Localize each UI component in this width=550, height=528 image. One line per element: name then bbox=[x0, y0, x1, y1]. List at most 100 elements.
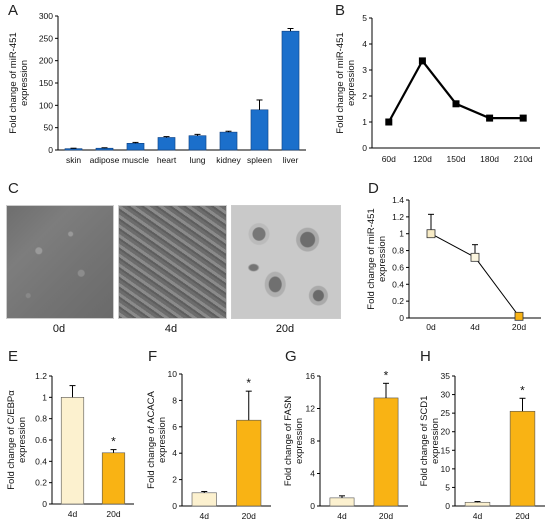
chart-f-y-tick-label: 0 bbox=[172, 501, 177, 511]
chart-e-y-tick-label: 0.6 bbox=[35, 435, 47, 445]
chart-f-bar-4d bbox=[191, 492, 217, 507]
chart-h-bar-20d bbox=[509, 410, 536, 507]
chart-a-x-tick-label: adipose bbox=[90, 155, 120, 165]
chart-e-significance-marker: * bbox=[111, 435, 116, 449]
chart-h-y-axis-label: Fold change of SCD1expression bbox=[419, 396, 441, 487]
chart-g-y-axis-label: Fold change of FASNexpression bbox=[283, 396, 305, 486]
chart-b-y-tick-label: 5 bbox=[362, 13, 367, 23]
chart-f-x-tick-label: 20d bbox=[242, 511, 256, 521]
chart-d-point-20d bbox=[514, 311, 524, 321]
chart-e-y-tick-label: 0.8 bbox=[35, 414, 47, 424]
panel-letter-b: B bbox=[335, 2, 346, 19]
panel-letter-a: A bbox=[8, 2, 19, 19]
chart-h-y-tick-label: 10 bbox=[441, 464, 451, 474]
micrograph-label-4d: 4d bbox=[164, 323, 178, 335]
chart-d-x-tick-label: 0d bbox=[426, 322, 436, 332]
chart-a-x-tick-label: spleen bbox=[247, 155, 272, 165]
chart-b-y-axis-label: Fold change of miR-451expression bbox=[335, 32, 357, 133]
chart-d-differentiation: 0 0.2 0.4 0.6 0.8 1 1.2 1.4 Fold change of miR-4… bbox=[366, 195, 541, 332]
chart-b-point-120d bbox=[418, 57, 426, 65]
chart-g-y-tick-label: 8 bbox=[310, 436, 315, 446]
chart-g-y-tick-label: 12 bbox=[306, 404, 316, 414]
chart-b-y-tick-label: 4 bbox=[362, 39, 367, 49]
chart-a-bar-liver bbox=[281, 30, 300, 151]
chart-g-fasn: 0 4 8 12 16 Fold change of FASNexpression 4d * 2… bbox=[283, 368, 408, 521]
chart-a-x-tick-label: kidney bbox=[216, 155, 241, 165]
chart-b-point-60d bbox=[385, 118, 393, 126]
chart-a-bar-muscle bbox=[126, 143, 145, 151]
chart-h-scd1: 0 5 10 15 20 25 30 35 Fold change of SCD1express… bbox=[419, 371, 545, 521]
chart-b-y-tick-label: 2 bbox=[362, 91, 367, 101]
chart-b-point-210d bbox=[519, 114, 527, 122]
chart-b-x-tick-label: 180d bbox=[480, 154, 499, 164]
chart-a-y-tick-label: 0 bbox=[48, 145, 53, 155]
chart-g-bar-4d bbox=[329, 497, 355, 507]
chart-f-y-tick-label: 4 bbox=[172, 448, 177, 458]
micrograph-4d bbox=[118, 205, 227, 319]
chart-d-point-4d bbox=[470, 252, 480, 262]
chart-b-x-tick-label: 150d bbox=[447, 154, 466, 164]
chart-e-x-tick-label: 4d bbox=[68, 509, 78, 519]
micrograph-label-20d: 20d bbox=[275, 323, 295, 335]
chart-e-cebpa: 0 0.2 0.4 0.6 0.8 1 1.2 Fold change of C/EBPαex… bbox=[6, 371, 134, 519]
chart-d-x-tick-label: 20d bbox=[512, 322, 526, 332]
chart-g-x-tick-label: 4d bbox=[337, 511, 347, 521]
chart-e-y-tick-label: 0.2 bbox=[35, 478, 47, 488]
chart-a-x-tick-label: heart bbox=[157, 155, 177, 165]
chart-h-y-tick-label: 20 bbox=[441, 427, 451, 437]
chart-d-y-tick-label: 0.8 bbox=[392, 246, 404, 256]
chart-h-y-tick-label: 25 bbox=[441, 408, 451, 418]
chart-h-x-tick-label: 20d bbox=[515, 511, 529, 521]
chart-a-bar-kidney bbox=[219, 131, 238, 151]
chart-a-y-tick-label: 250 bbox=[39, 33, 53, 43]
panel-letter-g: G bbox=[285, 348, 297, 365]
chart-g-bar-20d bbox=[373, 397, 399, 507]
chart-g-x-tick-label: 20d bbox=[379, 511, 393, 521]
chart-f-y-tick-label: 2 bbox=[172, 475, 177, 485]
chart-d-y-tick-label: 1.2 bbox=[392, 212, 404, 222]
chart-b-time-course: 0 1 2 3 4 5 Fold change of miR-451expression 60… bbox=[335, 13, 540, 164]
chart-a-x-tick-label: liver bbox=[283, 155, 299, 165]
chart-a-bar-spleen bbox=[250, 109, 269, 151]
chart-d-y-tick-label: 0.6 bbox=[392, 262, 404, 272]
panel-letter-c: C bbox=[8, 180, 19, 197]
chart-f-y-tick-label: 8 bbox=[172, 395, 177, 405]
chart-h-y-tick-label: 30 bbox=[441, 390, 451, 400]
chart-a-tissue-expression: 0 50 100 150 200 250 300 Fold change of miR-451… bbox=[8, 11, 306, 165]
chart-e-y-tick-label: 1 bbox=[42, 392, 47, 402]
chart-h-y-tick-label: 5 bbox=[445, 482, 450, 492]
chart-b-y-tick-label: 1 bbox=[362, 117, 367, 127]
chart-h-y-tick-label: 15 bbox=[441, 445, 451, 455]
chart-d-x-tick-label: 4d bbox=[470, 322, 480, 332]
chart-b-y-tick-label: 3 bbox=[362, 65, 367, 75]
chart-a-y-tick-label: 200 bbox=[39, 56, 53, 66]
chart-d-y-tick-label: 1 bbox=[399, 229, 404, 239]
chart-a-y-axis-label: Fold change of miR-451expression bbox=[8, 32, 30, 133]
chart-e-bar-20d bbox=[101, 452, 126, 505]
chart-b-point-180d bbox=[486, 114, 494, 122]
chart-a-x-tick-label: muscle bbox=[122, 155, 149, 165]
panel-letter-e: E bbox=[8, 348, 19, 365]
chart-b-y-tick-label: 0 bbox=[362, 143, 367, 153]
chart-b-x-tick-label: 60d bbox=[382, 154, 396, 164]
chart-a-bar-skin bbox=[64, 148, 83, 151]
chart-g-y-tick-label: 16 bbox=[306, 371, 316, 381]
chart-f-y-tick-label: 6 bbox=[172, 422, 177, 432]
chart-f-significance-marker: * bbox=[246, 376, 251, 390]
panel-letter-d: D bbox=[368, 180, 379, 197]
chart-e-y-tick-label: 1.2 bbox=[35, 371, 47, 381]
chart-d-y-tick-label: 0 bbox=[399, 313, 404, 323]
chart-b-x-tick-label: 210d bbox=[514, 154, 533, 164]
chart-a-y-tick-label: 300 bbox=[39, 11, 53, 21]
chart-h-bar-4d bbox=[464, 501, 491, 507]
panel-letter-h: H bbox=[420, 348, 431, 365]
chart-a-bar-lung bbox=[188, 135, 207, 151]
chart-a-x-tick-label: lung bbox=[189, 155, 205, 165]
chart-d-y-tick-label: 0.4 bbox=[392, 279, 404, 289]
chart-b-series-line bbox=[387, 58, 524, 123]
chart-a-y-tick-label: 150 bbox=[39, 78, 53, 88]
chart-f-acaca: 0 2 4 6 8 10 Fold change of ACACAexpression 4d *… bbox=[146, 369, 271, 521]
chart-a-bar-heart bbox=[157, 137, 176, 151]
micrograph-20d bbox=[231, 205, 341, 319]
chart-d-point-0d bbox=[426, 229, 436, 239]
